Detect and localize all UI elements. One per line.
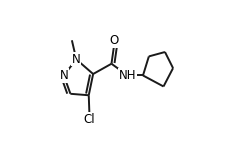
Text: N: N [72,53,81,66]
Text: Cl: Cl [84,112,95,126]
Text: NH: NH [119,69,136,82]
Text: O: O [110,34,119,47]
Text: N: N [60,69,68,82]
